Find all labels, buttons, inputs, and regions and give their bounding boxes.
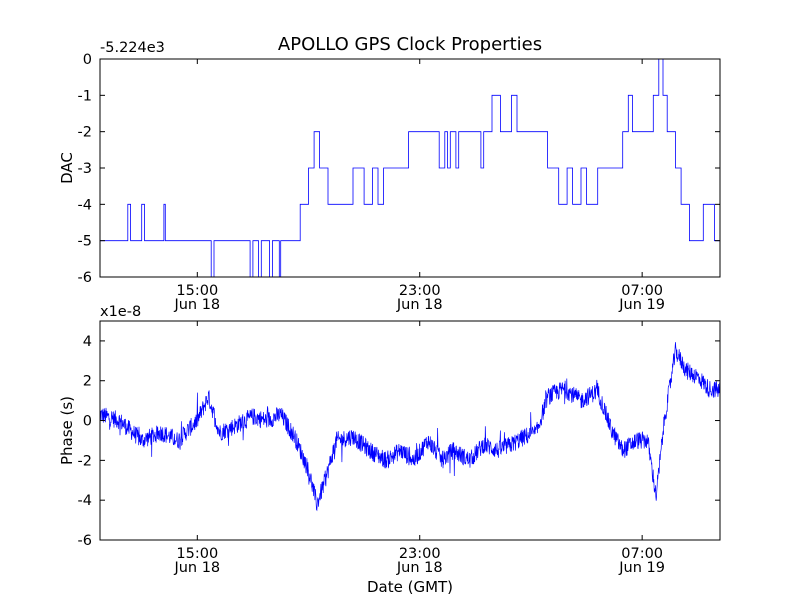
phase-xtick-label-time: 15:00 <box>176 546 218 562</box>
dac-xtick-label-time: 07:00 <box>621 283 663 299</box>
phase-plot-frame <box>99 320 721 541</box>
dac-xtick-label-time: 23:00 <box>399 283 441 299</box>
dac-plot-frame <box>99 58 721 278</box>
phase-ytick-label: -4 <box>78 493 92 509</box>
dac-series-line <box>100 59 720 277</box>
chart-title: APOLLO GPS Clock Properties <box>278 34 542 55</box>
phase-series-line <box>100 342 720 512</box>
dac-ytick-label: -3 <box>78 161 92 177</box>
dac-y-axis-label: DAC <box>58 152 76 184</box>
dac-ytick-label: -1 <box>78 88 92 104</box>
dac-xtick-label-time: 15:00 <box>176 283 218 299</box>
dac-xtick-label-date: Jun 18 <box>396 297 443 313</box>
dac-xtick-label-date: Jun 18 <box>173 297 220 313</box>
phase-xtick-label-date: Jun 19 <box>618 560 665 576</box>
dac-ytick-label: 0 <box>83 52 92 68</box>
dac-ytick-label: -2 <box>78 125 92 141</box>
phase-ytick-label: -6 <box>78 533 92 549</box>
phase-xtick-label-date: Jun 18 <box>396 560 443 576</box>
phase-ytick-label: 4 <box>83 334 92 350</box>
phase-xtick-label-date: Jun 18 <box>173 560 220 576</box>
phase-ytick-label: 2 <box>83 374 92 390</box>
phase-ytick-label: -2 <box>78 453 92 469</box>
dac-ytick-label: -4 <box>78 197 92 213</box>
phase-y-axis-label: Phase (s) <box>58 396 76 465</box>
phase-ytick-label: 0 <box>83 414 92 430</box>
dac-ytick-label: -6 <box>78 270 92 286</box>
phase-xtick-label-time: 07:00 <box>621 546 663 562</box>
dac-offset-label: -5.224e3 <box>100 40 165 56</box>
dac-xtick-label-date: Jun 19 <box>618 297 665 313</box>
phase-offset-label: x1e-8 <box>100 304 141 320</box>
phase-xtick-label-time: 23:00 <box>399 546 441 562</box>
x-axis-label: Date (GMT) <box>367 578 453 596</box>
dac-ytick-label: -5 <box>78 234 92 250</box>
